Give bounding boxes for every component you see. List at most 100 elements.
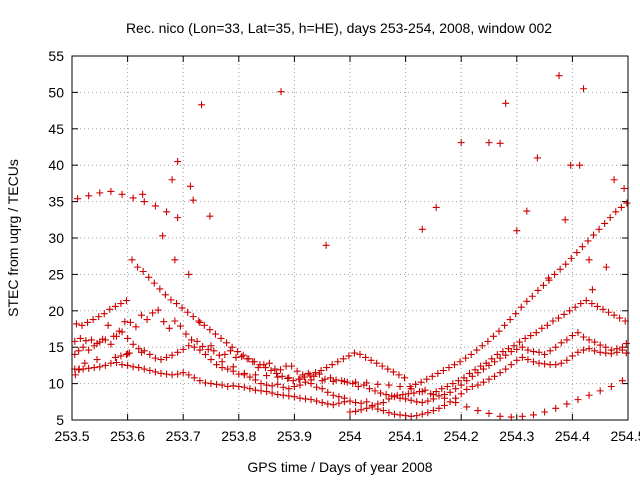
data-point <box>168 371 176 379</box>
data-point <box>462 354 470 362</box>
data-point <box>285 385 293 393</box>
data-point <box>300 373 308 381</box>
data-point <box>582 297 590 305</box>
data-point <box>163 370 171 378</box>
data-point <box>71 371 79 379</box>
data-point <box>118 361 126 369</box>
data-point <box>190 374 198 382</box>
data-point <box>143 316 151 324</box>
data-point <box>340 394 348 402</box>
data-point <box>151 368 159 376</box>
data-point <box>432 203 440 211</box>
data-point <box>188 336 196 344</box>
data-point <box>418 399 426 407</box>
y-tick-label: 20 <box>48 303 64 319</box>
data-point <box>288 362 296 370</box>
data-point <box>371 387 379 395</box>
data-point <box>457 381 465 389</box>
data-point <box>563 336 571 344</box>
data-point <box>174 158 182 166</box>
data-point <box>310 372 318 380</box>
data-point <box>145 273 153 281</box>
x-tick-label: 254.1 <box>388 428 423 444</box>
data-point <box>580 333 588 341</box>
data-point <box>574 329 582 337</box>
data-point <box>434 369 442 377</box>
data-point <box>215 351 223 359</box>
data-point <box>620 184 628 192</box>
data-point <box>407 385 415 393</box>
data-point <box>599 305 607 313</box>
y-tick-label: 55 <box>48 48 64 64</box>
data-point <box>363 379 371 387</box>
data-point <box>178 304 186 312</box>
data-point <box>507 413 515 421</box>
data-point <box>160 318 168 326</box>
data-point <box>463 385 471 393</box>
data-point <box>562 260 570 268</box>
data-point <box>274 373 282 381</box>
data-point <box>107 359 115 367</box>
data-point <box>574 396 582 404</box>
data-point <box>335 393 343 401</box>
data-point <box>273 369 281 377</box>
x-tick-label: 254.4 <box>555 428 590 444</box>
data-point <box>363 398 371 406</box>
data-point <box>356 350 364 358</box>
y-tick-label: 35 <box>48 194 64 210</box>
data-point <box>218 358 226 366</box>
data-point <box>207 356 215 364</box>
data-point <box>484 337 492 345</box>
data-point <box>274 391 282 399</box>
data-point <box>111 302 119 310</box>
data-point <box>82 337 90 345</box>
data-point <box>580 346 588 354</box>
data-point <box>568 352 576 360</box>
data-point <box>502 365 510 373</box>
data-point <box>533 154 541 162</box>
data-point <box>157 356 165 364</box>
data-point <box>218 381 226 389</box>
data-point <box>189 196 197 204</box>
data-point <box>329 401 337 409</box>
y-tick-label: 40 <box>48 157 64 173</box>
data-point <box>502 351 510 359</box>
data-point <box>428 372 436 380</box>
data-point <box>263 372 271 380</box>
data-point <box>318 377 326 385</box>
data-point <box>622 340 630 348</box>
data-point <box>563 400 571 408</box>
data-point <box>513 356 521 364</box>
data-point <box>549 317 557 325</box>
data-point <box>473 346 481 354</box>
data-point <box>128 256 136 264</box>
data-point <box>201 379 209 387</box>
data-point <box>161 291 169 299</box>
data-point <box>265 359 273 367</box>
data-point <box>79 343 87 351</box>
data-point <box>207 342 215 350</box>
data-point <box>224 383 232 391</box>
data-point <box>385 409 393 417</box>
data-point <box>499 348 507 356</box>
data-point <box>452 399 460 407</box>
data-point <box>418 225 426 233</box>
data-point <box>240 369 248 377</box>
data-point <box>441 401 449 409</box>
data-point <box>81 359 89 367</box>
data-point <box>324 400 332 408</box>
data-point <box>379 407 387 415</box>
data-point <box>171 256 179 264</box>
data-point <box>435 404 443 412</box>
data-point <box>521 334 529 342</box>
x-tick-label: 253.8 <box>221 428 256 444</box>
data-point <box>302 395 310 403</box>
data-point <box>110 332 118 340</box>
data-point <box>85 364 93 372</box>
data-point <box>229 382 237 390</box>
data-point <box>185 342 193 350</box>
data-point <box>485 375 493 383</box>
data-point <box>185 371 193 379</box>
data-point <box>285 392 293 400</box>
data-point <box>454 377 462 385</box>
